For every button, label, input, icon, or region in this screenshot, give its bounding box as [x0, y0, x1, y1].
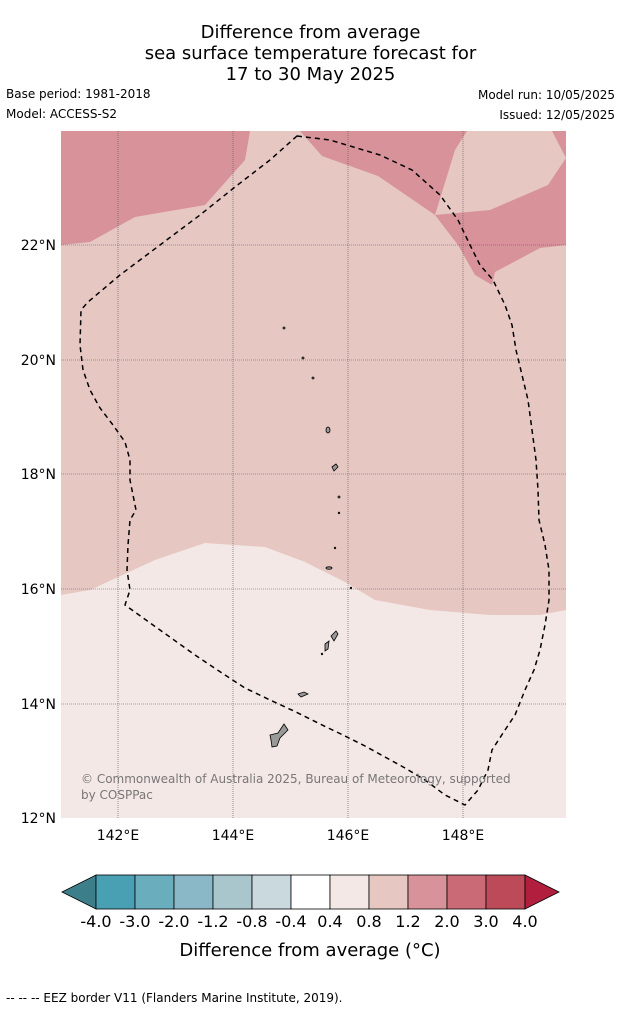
colorbar-extend-high [524, 874, 560, 910]
eez-border-legend: -- -- -- EEZ border V11 (Flanders Marine… [6, 991, 343, 1005]
colorbar-swatch [407, 874, 448, 910]
colorbar-swatch [446, 874, 487, 910]
island-farallon-de-medinilla [349, 586, 353, 590]
island-pagan [331, 463, 339, 472]
lat-label-14n: 14°N [21, 697, 56, 713]
colorbar-tick-label: -0.4 [275, 912, 306, 931]
lat-label-16n: 16°N [21, 582, 56, 598]
island-rota [297, 691, 309, 698]
lat-label-18n: 18°N [21, 467, 56, 483]
copyright-line-1: © Commonwealth of Australia 2025, Bureau… [81, 772, 511, 786]
latitude-labels: 12°N 14°N 16°N 18°N 20°N 22°N [21, 238, 56, 827]
island-aguijan [320, 652, 324, 656]
colorbar-tick-label: 2.0 [434, 912, 459, 931]
lon-label-144e: 144°E [212, 828, 255, 844]
chart-title-line-1: Difference from average [200, 22, 421, 43]
colorbar-swatch [368, 874, 409, 910]
colorbar-swatch [95, 874, 136, 910]
island-anatahan [325, 566, 333, 570]
chart-title-line-3: 17 to 30 May 2025 [225, 64, 396, 85]
island-saipan [330, 630, 339, 642]
island-maug [301, 356, 305, 360]
colorbar-swatch [173, 874, 214, 910]
model-run-label: Model run: 10/05/2025 [477, 88, 615, 102]
anomaly-zone-1.2-2.0-northeast [435, 131, 566, 285]
island-alamagan [337, 495, 341, 499]
colorbar-tick-label: 3.0 [473, 912, 498, 931]
islands [269, 326, 353, 748]
colorbar-tick-label: -0.8 [236, 912, 267, 931]
island-guam [269, 723, 289, 748]
colorbar-tick-label: -2.0 [158, 912, 189, 931]
map-area: © Commonwealth of Australia 2025, Bureau… [61, 131, 566, 818]
island-farallon-de-pajaros [282, 326, 286, 330]
island-sarigan [333, 546, 337, 550]
island-asuncion [311, 376, 315, 380]
gridlines [61, 131, 566, 818]
colorbar-swatch [329, 874, 370, 910]
lon-label-142e: 142°E [97, 828, 140, 844]
chart-title-line-2: sea surface temperature forecast for [144, 43, 477, 64]
colorbar-tick-label: -3.0 [119, 912, 150, 931]
longitude-labels: 142°E 144°E 146°E 148°E [97, 828, 485, 844]
lat-label-12n: 12°N [21, 811, 56, 827]
island-guguan [337, 511, 341, 515]
colorbar-swatch [485, 874, 526, 910]
colorbar-tick-label: 0.4 [317, 912, 342, 931]
colorbar-swatch [134, 874, 175, 910]
anomaly-zone-1.2-2.0-north [300, 131, 467, 215]
copyright-line-2: by COSPPac [81, 788, 153, 802]
anomaly-zone-1.2-2.0-northwest [61, 131, 250, 245]
colorbar-tick-label: -4.0 [80, 912, 111, 931]
model-label: Model: ACCESS-S2 [6, 107, 118, 121]
issued-label: Issued: 12/05/2025 [499, 108, 615, 122]
island-agrihan [325, 426, 331, 434]
colorbar-swatch [212, 874, 253, 910]
lon-label-148e: 148°E [442, 828, 485, 844]
lat-label-22n: 22°N [21, 238, 56, 254]
colorbar: -4.0 -3.0 -2.0 -1.2 -0.8 -0.4 0.4 0.8 1.… [61, 874, 560, 961]
colorbar-tick-label: 4.0 [512, 912, 537, 931]
lon-label-146e: 146°E [327, 828, 370, 844]
colorbar-extend-low [61, 874, 97, 910]
colorbar-swatch [290, 874, 331, 910]
colorbar-tick-label: 1.2 [395, 912, 420, 931]
colorbar-swatch [251, 874, 292, 910]
lat-label-20n: 20°N [21, 353, 56, 369]
colorbar-tick-label: 0.8 [356, 912, 381, 931]
colorbar-title: Difference from average (°C) [179, 940, 440, 961]
colorbar-tick-label: -1.2 [197, 912, 228, 931]
anomaly-zone-0.4-0.8 [61, 543, 566, 818]
base-period-label: Base period: 1981-2018 [6, 87, 151, 101]
island-tinian [324, 640, 330, 652]
